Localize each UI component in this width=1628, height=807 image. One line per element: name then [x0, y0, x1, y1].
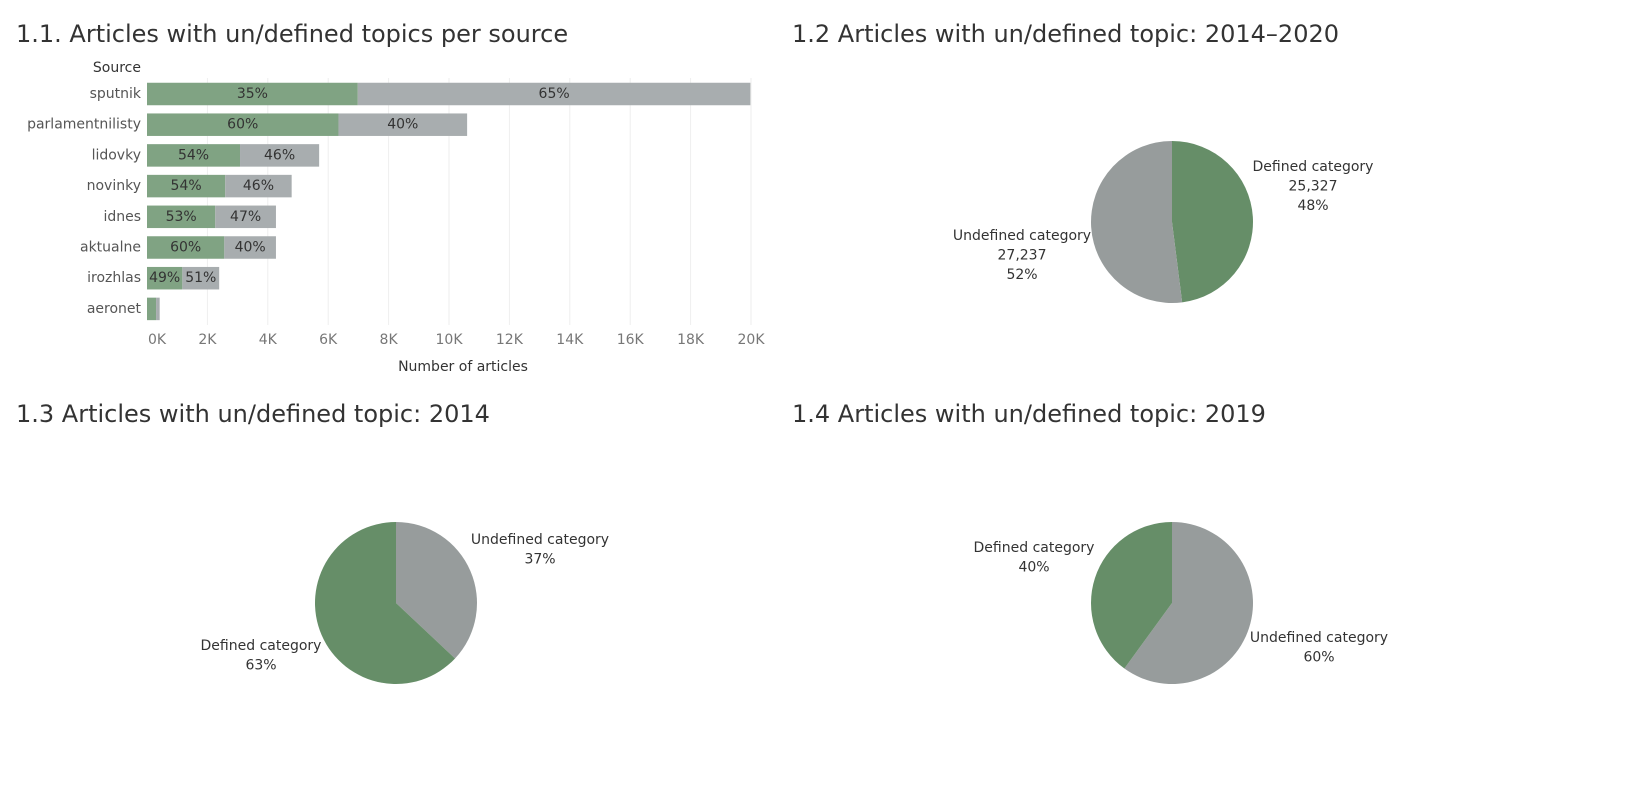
category-label-novinky: novinky: [87, 178, 141, 194]
bar-novinky-undefined[interactable]: [225, 174, 292, 198]
pie-chart-2014-2020: Defined category 25,327 48% Undefined categ…: [953, 141, 1374, 303]
pie-label-defined: Defined category: [1253, 159, 1374, 175]
bar-label-aktualne-defined: 60%: [170, 240, 201, 256]
panel-title-1-2: 1.2 Articles with un/defined topic: 2014…: [792, 20, 1339, 48]
x-tick-label: 8K: [380, 332, 399, 348]
category-label-aeronet: aeronet: [87, 301, 142, 317]
x-tick-label: 4K: [259, 332, 278, 348]
pie-label-undefined: 60%: [1303, 650, 1334, 666]
bar-label-irozhlas-undefined: 51%: [185, 270, 216, 286]
pie-label-undefined: 27,237: [998, 248, 1047, 264]
pie-slice-undefined[interactable]: [396, 522, 477, 659]
bar-aeronet-undefined[interactable]: [156, 297, 160, 321]
pie-label-undefined: 37%: [524, 552, 555, 568]
x-tick-label: 14K: [556, 332, 584, 348]
bar-label-irozhlas-defined: 49%: [149, 270, 180, 286]
bar-label-novinky-undefined: 46%: [243, 178, 274, 194]
bar-parlamentnilisty-undefined[interactable]: [338, 113, 468, 136]
x-tick-label: 20K: [738, 332, 766, 348]
panel-title-1-4: 1.4 Articles with un/defined topic: 2019: [792, 400, 1266, 428]
bar-sputnik-undefined[interactable]: [357, 82, 751, 106]
pie-label-undefined: Undefined category: [471, 532, 609, 548]
category-label-idnes: idnes: [103, 209, 141, 225]
pie-label-defined: 25,327: [1289, 179, 1338, 195]
pie-slice-defined[interactable]: [1091, 522, 1172, 669]
pie-slice-undefined[interactable]: [1091, 141, 1183, 303]
pie-label-defined: Defined category: [974, 540, 1095, 556]
bar-novinky-defined[interactable]: [147, 174, 226, 198]
panel-title-1-3: 1.3 Articles with un/defined topic: 2014: [16, 400, 490, 428]
panel-title-1-1: 1.1. Articles with un/defined topics per…: [16, 20, 569, 48]
x-tick-label: 0K: [148, 332, 167, 348]
pie-label-defined: 48%: [1297, 198, 1328, 214]
bar-label-sputnik-undefined: 65%: [539, 86, 570, 102]
bar-idnes-defined[interactable]: [147, 205, 216, 229]
pie-label-undefined: 52%: [1006, 267, 1037, 283]
bar-label-parlamentnilisty-undefined: 40%: [387, 117, 418, 133]
x-tick-label: 2K: [198, 332, 217, 348]
bar-label-lidovky-undefined: 46%: [264, 147, 295, 163]
bar-label-novinky-defined: 54%: [171, 178, 202, 194]
x-tick-label: 18K: [677, 332, 705, 348]
pie-label-defined: 63%: [245, 658, 276, 674]
x-tick-label: 16K: [617, 332, 645, 348]
bar-label-lidovky-defined: 54%: [178, 147, 209, 163]
bar-lidovky-undefined[interactable]: [240, 144, 320, 167]
pie-label-undefined: Undefined category: [953, 228, 1091, 244]
bar-parlamentnilisty-defined[interactable]: [147, 113, 339, 136]
category-label-sputnik: sputnik: [90, 86, 142, 102]
x-tick-label: 6K: [319, 332, 338, 348]
bar-label-parlamentnilisty-defined: 60%: [227, 117, 258, 133]
bar-aktualne-defined[interactable]: [147, 236, 225, 259]
pie-slice-undefined[interactable]: [1124, 522, 1253, 684]
pie-chart-2014: Undefined category 37% Defined category 63%: [201, 522, 609, 684]
bar-chart-articles-per-source: Source sputnik 35% 65% parlamentnilisty 60% 40…: [27, 60, 766, 375]
bar-irozhlas-undefined[interactable]: [182, 266, 220, 290]
bar-idnes-undefined[interactable]: [215, 205, 276, 229]
bar-label-idnes-undefined: 47%: [230, 209, 261, 225]
pie-chart-2019: Defined category 40% Undefined category 60%: [974, 522, 1388, 684]
bar-irozhlas-defined[interactable]: [147, 266, 183, 290]
bar-label-sputnik-defined: 35%: [237, 86, 268, 102]
bar-aktualne-undefined[interactable]: [224, 236, 276, 259]
x-tick-label: 12K: [496, 332, 524, 348]
category-label-irozhlas: irozhlas: [87, 270, 141, 286]
pie-label-undefined: Undefined category: [1250, 630, 1388, 646]
bar-label-idnes-defined: 53%: [166, 209, 197, 225]
y-axis-title: Source: [93, 60, 141, 76]
pie-label-defined: Defined category: [201, 638, 322, 654]
bar-sputnik-defined[interactable]: [147, 82, 358, 106]
bar-label-aktualne-undefined: 40%: [235, 240, 266, 256]
pie-slice-defined[interactable]: [1172, 141, 1253, 303]
category-label-lidovky: lidovky: [92, 147, 141, 163]
pie-label-defined: 40%: [1018, 560, 1049, 576]
x-tick-label: 10K: [436, 332, 464, 348]
pie-slice-defined[interactable]: [314, 522, 456, 684]
bar-aeronet-defined[interactable]: [147, 297, 157, 321]
bar-lidovky-defined[interactable]: [147, 144, 241, 167]
x-axis-title: Number of articles: [398, 359, 528, 375]
category-label-aktualne: aktualne: [80, 240, 141, 256]
category-label-parlamentnilisty: parlamentnilisty: [27, 117, 141, 133]
